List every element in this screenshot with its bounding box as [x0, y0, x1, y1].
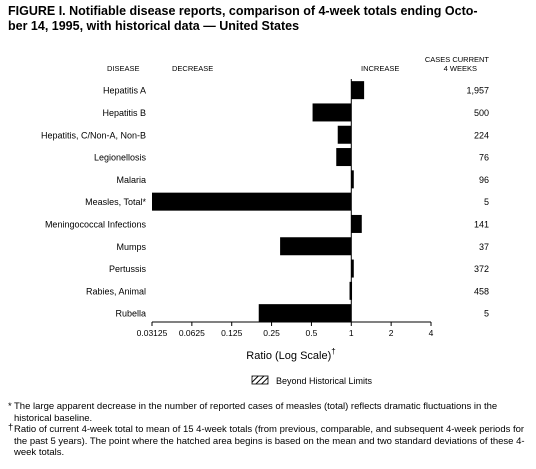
- footnotes: * The large apparent decrease in the num…: [8, 401, 530, 459]
- bar: [337, 125, 352, 144]
- category-label: Meningococcal Infections: [45, 219, 147, 229]
- cases-value: 458: [474, 286, 489, 296]
- category-label: Hepatitis, C/Non-A, Non-B: [41, 130, 146, 140]
- category-label: Legionellosis: [94, 153, 147, 163]
- x-tick-label: 0.25: [263, 328, 280, 338]
- cases-value: 224: [474, 130, 489, 140]
- category-label: Hepatitis A: [103, 86, 146, 96]
- header-cases-line-2: 4 WEEKS: [444, 64, 477, 73]
- cases-value: 76: [479, 153, 489, 163]
- category-label: Measles, Total*: [85, 197, 146, 207]
- bar: [336, 148, 352, 167]
- x-tick-label: 0.125: [221, 328, 243, 338]
- footnote-mark: *: [8, 401, 12, 412]
- legend-swatch: [251, 375, 269, 385]
- x-tick-label: 0.0625: [179, 328, 205, 338]
- header-disease: DISEASE: [107, 64, 140, 73]
- bar: [312, 103, 352, 122]
- x-axis-label-text: Ratio (Log Scale): [246, 350, 331, 362]
- footnote-text: The large apparent decrease in the numbe…: [14, 401, 498, 424]
- cases-value: 5: [484, 309, 489, 319]
- bar: [258, 304, 352, 323]
- footnote-mark: †: [8, 422, 14, 433]
- x-tick-label: 0.5: [306, 328, 318, 338]
- x-axis-label-mark: †: [331, 347, 335, 356]
- header-cases-line-1: CASES CURRENT: [425, 55, 490, 64]
- footnote-measles: * The large apparent decrease in the num…: [8, 401, 530, 424]
- plot-area: Hepatitis A 1,957 Hepatitis B 500 Hepatitis,…: [41, 79, 489, 338]
- figure-title: FIGURE I. Notifiable disease reports, co…: [8, 4, 526, 34]
- x-tick-label: 0.03125: [137, 328, 168, 338]
- title-line-2: ber 14, 1995, with historical data — Uni…: [8, 19, 300, 33]
- bar: [351, 259, 354, 278]
- cases-value: 372: [474, 264, 489, 274]
- cases-value: 1,957: [466, 86, 489, 96]
- header-decrease: DECREASE: [172, 64, 213, 73]
- x-tick-label: 1: [349, 328, 354, 338]
- bar: [152, 192, 352, 211]
- cases-value: 141: [474, 219, 489, 229]
- category-label: Mumps: [116, 242, 146, 252]
- legend: Beyond Historical Limits: [251, 375, 373, 386]
- category-label: Malaria: [116, 175, 146, 185]
- cases-value: 500: [474, 108, 489, 118]
- bar: [351, 214, 362, 233]
- cases-value: 96: [479, 175, 489, 185]
- bar: [280, 237, 352, 256]
- cases-value: 5: [484, 197, 489, 207]
- legend-label: Beyond Historical Limits: [276, 376, 373, 386]
- category-label: Rubella: [115, 309, 146, 319]
- title-line-1: FIGURE I. Notifiable disease reports, co…: [8, 4, 478, 18]
- footnote-ratio: † Ratio of current 4-week total to mean …: [8, 422, 530, 459]
- bar: [351, 81, 365, 100]
- x-axis-label: Ratio (Log Scale)†: [246, 347, 335, 362]
- x-tick-label: 4: [429, 328, 434, 338]
- x-tick-label: 2: [389, 328, 394, 338]
- header-increase: INCREASE: [361, 64, 399, 73]
- footnote-text: Ratio of current 4-week total to mean of…: [14, 424, 525, 458]
- bar: [349, 281, 353, 300]
- category-label: Rabies, Animal: [86, 286, 146, 296]
- category-label: Hepatitis B: [102, 108, 146, 118]
- cases-value: 37: [479, 242, 489, 252]
- category-label: Pertussis: [109, 264, 147, 274]
- bar: [351, 170, 354, 189]
